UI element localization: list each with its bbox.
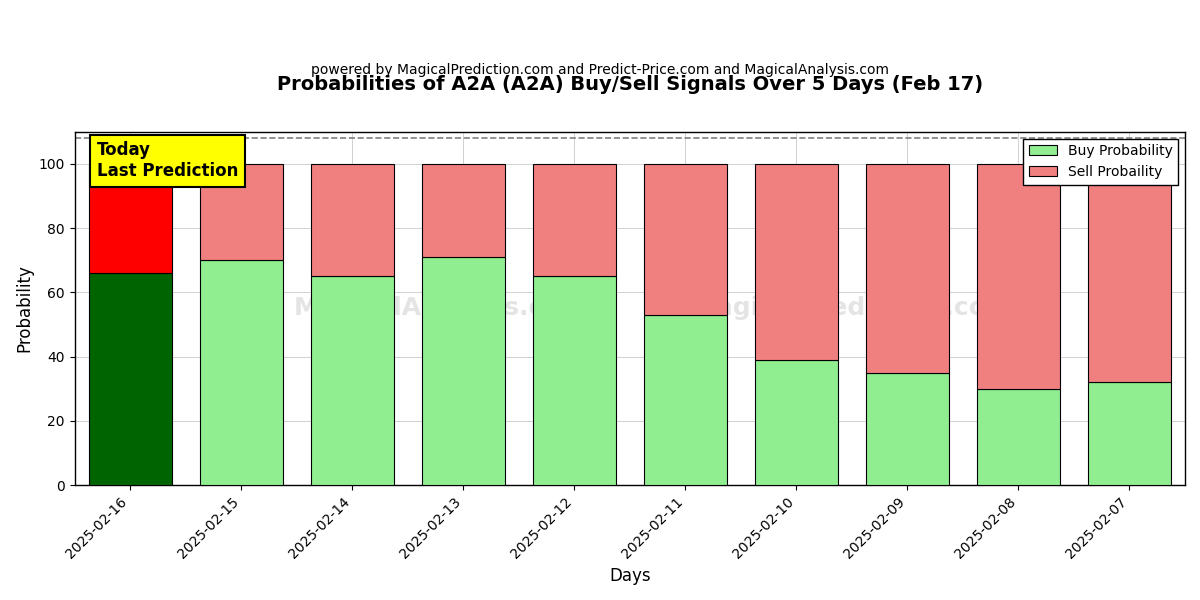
Bar (533, 164, 616, 277)
Legend: Buy Probability, Sell Probaility: Buy Probability, Sell Probaility (1024, 139, 1178, 185)
Bar (311, 277, 394, 485)
Bar (1088, 164, 1171, 382)
Bar (199, 164, 283, 260)
Text: Today
Last Prediction: Today Last Prediction (97, 142, 239, 180)
Bar (755, 360, 838, 485)
Bar (1088, 382, 1171, 485)
Bar (865, 164, 949, 373)
Bar (643, 164, 727, 315)
Bar (421, 257, 505, 485)
Bar (643, 315, 727, 485)
Bar (977, 389, 1060, 485)
Text: MagicalPrediction.com: MagicalPrediction.com (691, 296, 1013, 320)
Bar (755, 164, 838, 360)
Bar (89, 273, 172, 485)
Text: powered by MagicalPrediction.com and Predict-Price.com and MagicalAnalysis.com: powered by MagicalPrediction.com and Pre… (311, 63, 889, 77)
Bar (421, 164, 505, 257)
Y-axis label: Probability: Probability (16, 265, 34, 352)
Bar (533, 277, 616, 485)
Bar (199, 260, 283, 485)
Bar (89, 164, 172, 273)
Bar (311, 164, 394, 277)
X-axis label: Days: Days (610, 567, 650, 585)
Title: Probabilities of A2A (A2A) Buy/Sell Signals Over 5 Days (Feb 17): Probabilities of A2A (A2A) Buy/Sell Sign… (277, 75, 983, 94)
Bar (977, 164, 1060, 389)
Bar (865, 373, 949, 485)
Text: MagicalAnalysis.com: MagicalAnalysis.com (294, 296, 588, 320)
